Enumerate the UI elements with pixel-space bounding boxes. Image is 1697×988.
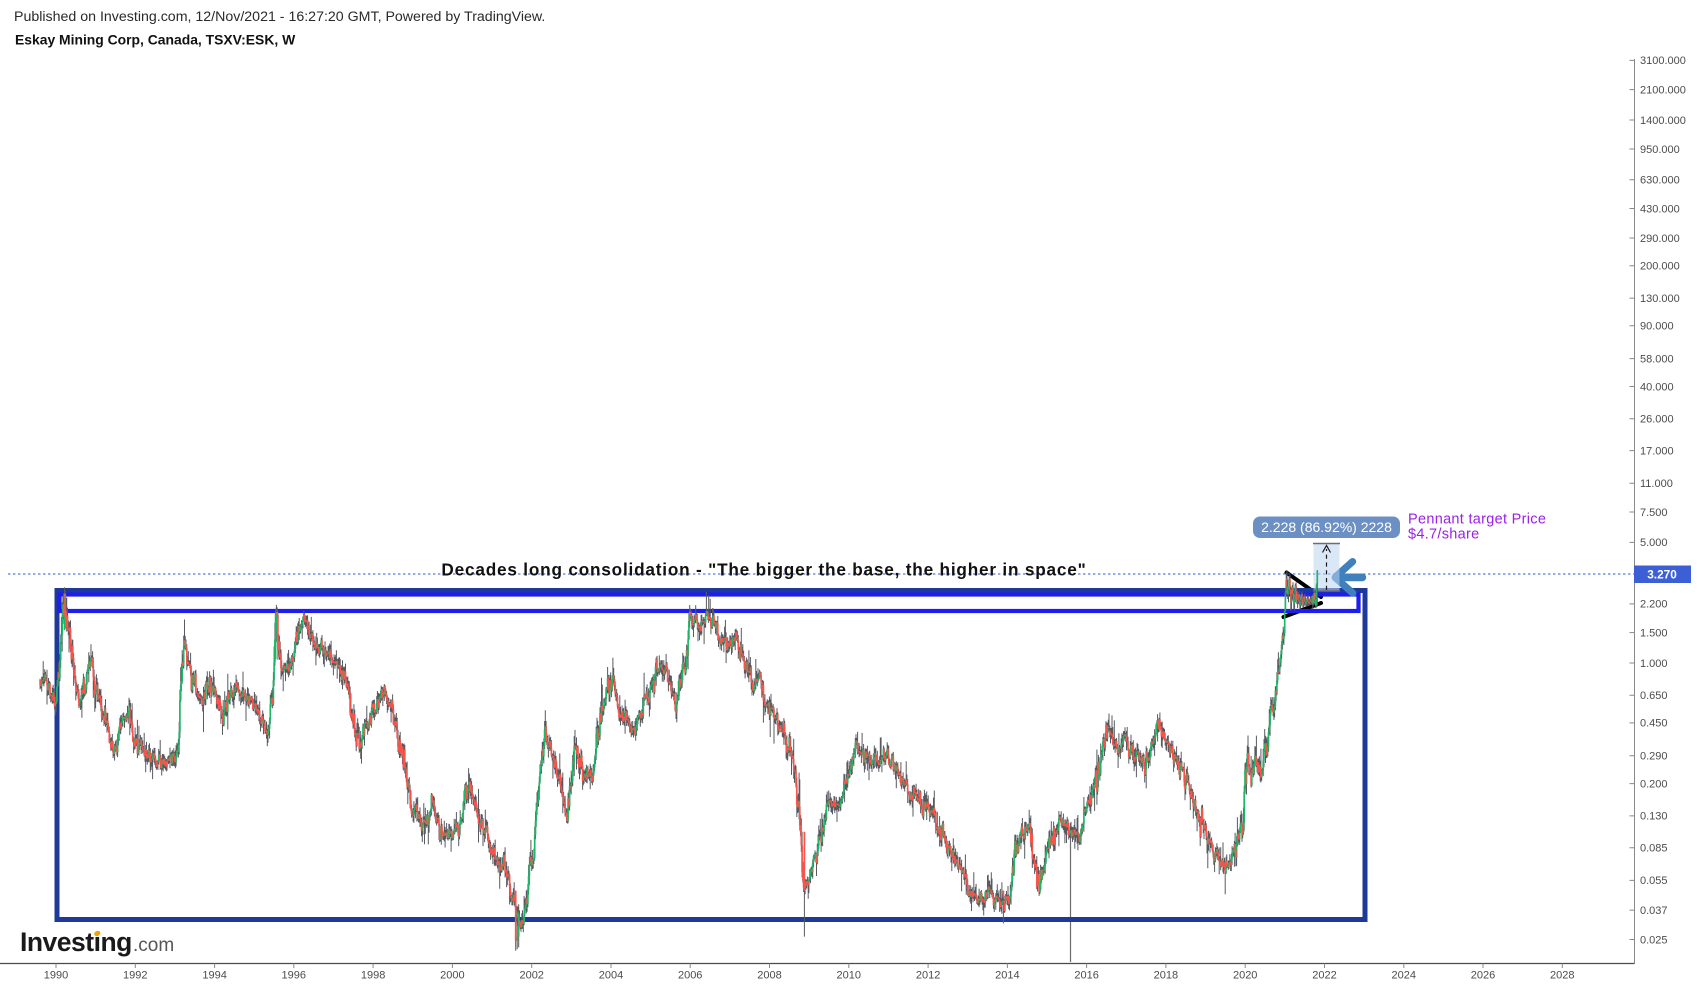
svg-text:1.500: 1.500 — [1640, 627, 1668, 639]
svg-text:0.290: 0.290 — [1640, 751, 1668, 763]
svg-text:2000: 2000 — [440, 970, 464, 982]
svg-text:2004: 2004 — [599, 970, 623, 982]
svg-text:90.000: 90.000 — [1640, 321, 1674, 333]
svg-text:0.650: 0.650 — [1640, 690, 1668, 702]
svg-text:11.000: 11.000 — [1640, 478, 1673, 490]
svg-text:2012: 2012 — [916, 970, 940, 982]
svg-text:1998: 1998 — [361, 970, 385, 982]
svg-text:1992: 1992 — [123, 970, 147, 982]
svg-text:2.200: 2.200 — [1640, 599, 1668, 611]
svg-text:1996: 1996 — [282, 970, 306, 982]
svg-text:1994: 1994 — [202, 970, 226, 982]
svg-text:Pennant target Price: Pennant target Price — [1408, 512, 1546, 528]
svg-text:2014: 2014 — [995, 970, 1019, 982]
svg-text:2.228 (86.92%) 2228: 2.228 (86.92%) 2228 — [1261, 519, 1392, 535]
svg-text:1400.000: 1400.000 — [1640, 115, 1686, 127]
svg-text:0.450: 0.450 — [1640, 718, 1668, 730]
svg-text:2020: 2020 — [1233, 970, 1257, 982]
svg-text:17.000: 17.000 — [1640, 445, 1674, 457]
svg-text:.com: .com — [133, 935, 174, 956]
svg-text:0.085: 0.085 — [1640, 843, 1668, 855]
svg-text:2006: 2006 — [678, 970, 702, 982]
svg-text:Published on Investing.com, 12: Published on Investing.com, 12/Nov/2021 … — [14, 9, 545, 25]
svg-text:58.000: 58.000 — [1640, 353, 1674, 365]
svg-text:0.130: 0.130 — [1640, 811, 1668, 823]
svg-text:0.037: 0.037 — [1640, 905, 1668, 917]
svg-text:0.055: 0.055 — [1640, 875, 1668, 887]
svg-text:950.000: 950.000 — [1640, 144, 1680, 156]
svg-text:1.000: 1.000 — [1640, 658, 1668, 670]
svg-text:2022: 2022 — [1312, 970, 1336, 982]
svg-text:130.000: 130.000 — [1640, 293, 1680, 305]
svg-text:5.000: 5.000 — [1640, 537, 1668, 549]
svg-text:2018: 2018 — [1154, 970, 1178, 982]
svg-text:2100.000: 2100.000 — [1640, 84, 1686, 96]
svg-text:3.270: 3.270 — [1647, 567, 1677, 581]
svg-text:630.000: 630.000 — [1640, 175, 1680, 187]
svg-text:7.500: 7.500 — [1640, 507, 1668, 519]
svg-text:$4.7/share: $4.7/share — [1408, 527, 1480, 543]
svg-text:200.000: 200.000 — [1640, 261, 1680, 273]
svg-text:2016: 2016 — [1074, 970, 1098, 982]
svg-text:2008: 2008 — [757, 970, 781, 982]
svg-text:2026: 2026 — [1471, 970, 1495, 982]
svg-text:0.025: 0.025 — [1640, 934, 1668, 946]
svg-text:Investıng: Investıng — [20, 927, 132, 957]
svg-text:1990: 1990 — [44, 970, 68, 982]
svg-text:3100.000: 3100.000 — [1640, 55, 1686, 67]
svg-text:2028: 2028 — [1550, 970, 1574, 982]
svg-text:430.000: 430.000 — [1640, 203, 1680, 215]
svg-text:2010: 2010 — [837, 970, 861, 982]
svg-text:290.000: 290.000 — [1640, 233, 1680, 245]
svg-text:Eskay Mining Corp, Canada, TSX: Eskay Mining Corp, Canada, TSXV:ESK, W — [15, 32, 296, 48]
svg-text:2002: 2002 — [519, 970, 543, 982]
svg-text:Decades long consolidation - ": Decades long consolidation - "The bigger… — [441, 560, 1086, 580]
svg-text:26.000: 26.000 — [1640, 414, 1674, 426]
svg-text:2024: 2024 — [1392, 970, 1416, 982]
svg-text:0.200: 0.200 — [1640, 778, 1668, 790]
svg-text:40.000: 40.000 — [1640, 381, 1674, 393]
